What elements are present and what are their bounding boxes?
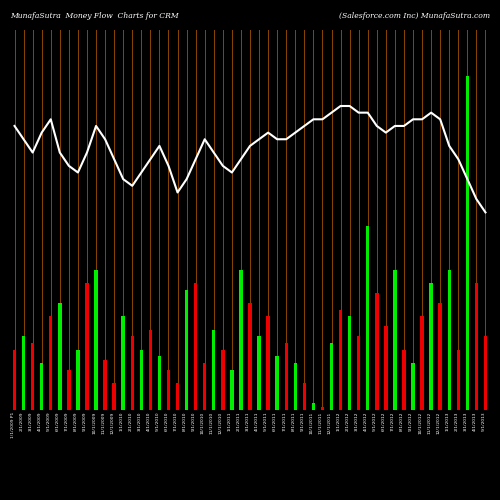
Bar bbox=[320, 406, 324, 410]
Bar bbox=[366, 226, 370, 410]
Bar bbox=[86, 283, 88, 410]
Bar bbox=[330, 343, 333, 410]
Bar bbox=[339, 310, 342, 410]
Bar bbox=[302, 383, 306, 410]
Bar bbox=[284, 343, 288, 410]
Bar bbox=[104, 360, 107, 410]
Bar bbox=[466, 76, 469, 410]
Bar bbox=[258, 336, 261, 410]
Text: (Salesforce.com Inc) MunafaSutra.com: (Salesforce.com Inc) MunafaSutra.com bbox=[339, 12, 490, 20]
Bar bbox=[203, 363, 206, 410]
Bar bbox=[474, 283, 478, 410]
Bar bbox=[40, 363, 43, 410]
Bar bbox=[158, 356, 161, 410]
Bar bbox=[13, 350, 16, 410]
Bar bbox=[22, 336, 26, 410]
Bar bbox=[276, 356, 279, 410]
Bar bbox=[49, 316, 52, 410]
Bar bbox=[112, 383, 116, 410]
Bar bbox=[357, 336, 360, 410]
Bar bbox=[294, 363, 297, 410]
Bar bbox=[266, 316, 270, 410]
Bar bbox=[484, 336, 487, 410]
Bar bbox=[140, 350, 143, 410]
Bar bbox=[58, 303, 61, 410]
Bar bbox=[130, 336, 134, 410]
Bar bbox=[402, 350, 406, 410]
Bar bbox=[122, 316, 125, 410]
Bar bbox=[393, 270, 396, 410]
Bar bbox=[221, 350, 224, 410]
Bar bbox=[212, 330, 216, 410]
Bar bbox=[420, 316, 424, 410]
Bar bbox=[239, 270, 242, 410]
Bar bbox=[185, 290, 188, 410]
Bar bbox=[94, 270, 98, 410]
Bar bbox=[438, 303, 442, 410]
Bar bbox=[248, 303, 252, 410]
Bar bbox=[31, 343, 34, 410]
Bar bbox=[230, 370, 234, 410]
Text: MunafaSutra  Money Flow  Charts for CRM: MunafaSutra Money Flow Charts for CRM bbox=[10, 12, 178, 20]
Bar bbox=[456, 350, 460, 410]
Bar bbox=[312, 404, 315, 410]
Bar bbox=[375, 293, 378, 410]
Bar bbox=[384, 326, 388, 410]
Bar bbox=[176, 383, 180, 410]
Bar bbox=[67, 370, 70, 410]
Bar bbox=[348, 316, 352, 410]
Bar bbox=[194, 283, 198, 410]
Bar bbox=[167, 370, 170, 410]
Bar bbox=[448, 270, 451, 410]
Bar bbox=[148, 330, 152, 410]
Bar bbox=[76, 350, 80, 410]
Bar bbox=[412, 363, 414, 410]
Bar bbox=[430, 283, 433, 410]
